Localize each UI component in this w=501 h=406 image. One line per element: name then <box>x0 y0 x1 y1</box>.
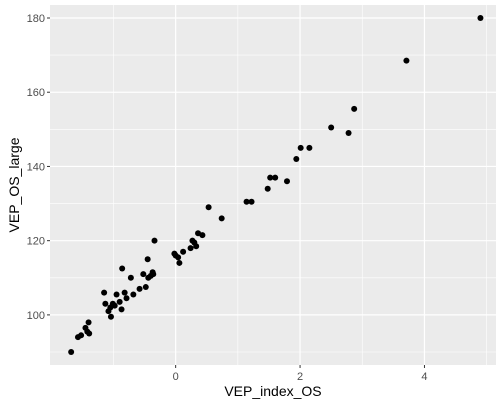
data-point <box>267 174 274 181</box>
data-point <box>101 289 108 296</box>
plot-panel <box>50 5 496 365</box>
data-point <box>142 284 149 291</box>
data-point <box>121 289 128 296</box>
data-point <box>403 57 410 64</box>
data-point <box>306 144 313 151</box>
major-gridlines <box>50 5 496 365</box>
data-point <box>113 291 120 298</box>
data-point <box>218 215 225 222</box>
data-point <box>119 265 126 272</box>
minor-gridlines <box>50 5 496 365</box>
data-point <box>86 330 93 337</box>
data-point <box>243 198 250 205</box>
data-point <box>293 156 300 163</box>
data-point <box>248 198 255 205</box>
data-point <box>140 271 147 278</box>
data-point <box>118 306 125 313</box>
data-point <box>345 130 352 137</box>
x-tick-label: 0 <box>173 371 179 383</box>
data-point <box>272 174 279 181</box>
y-tick-label: 100 <box>27 310 45 322</box>
data-point <box>127 274 134 281</box>
y-axis-ticks: 100 120 140 160 180 <box>27 13 50 322</box>
data-point <box>85 319 92 326</box>
data-point <box>111 302 118 309</box>
data-point <box>102 300 109 307</box>
data-point <box>264 185 271 192</box>
data-point <box>297 144 304 151</box>
x-tick-label: 4 <box>421 371 427 383</box>
data-points <box>68 14 484 356</box>
y-tick-label: 160 <box>27 87 45 99</box>
data-point <box>78 332 85 339</box>
y-tick-label: 180 <box>27 13 45 25</box>
data-point <box>123 295 130 302</box>
data-point <box>130 291 137 298</box>
data-point <box>187 245 194 252</box>
data-point <box>150 271 157 278</box>
data-point <box>180 248 187 255</box>
data-point <box>175 254 182 261</box>
data-point <box>116 298 123 305</box>
data-point <box>351 105 358 112</box>
x-tick-label: 2 <box>297 371 303 383</box>
x-axis-title: VEP_index_OS <box>224 383 321 399</box>
data-point <box>176 259 183 266</box>
data-point <box>193 243 200 250</box>
data-point <box>477 14 484 21</box>
data-point <box>136 285 143 292</box>
data-point <box>328 124 335 131</box>
data-point <box>68 349 75 356</box>
x-axis-ticks: 0 2 4 <box>173 365 428 383</box>
data-point <box>107 313 114 320</box>
data-point <box>205 204 212 211</box>
data-point <box>199 232 206 239</box>
data-point <box>283 178 290 185</box>
data-point <box>151 237 158 244</box>
y-tick-label: 120 <box>27 236 45 248</box>
y-axis-title: VEP_OS_large <box>6 137 22 232</box>
data-point <box>144 256 151 263</box>
y-tick-label: 140 <box>27 161 45 173</box>
